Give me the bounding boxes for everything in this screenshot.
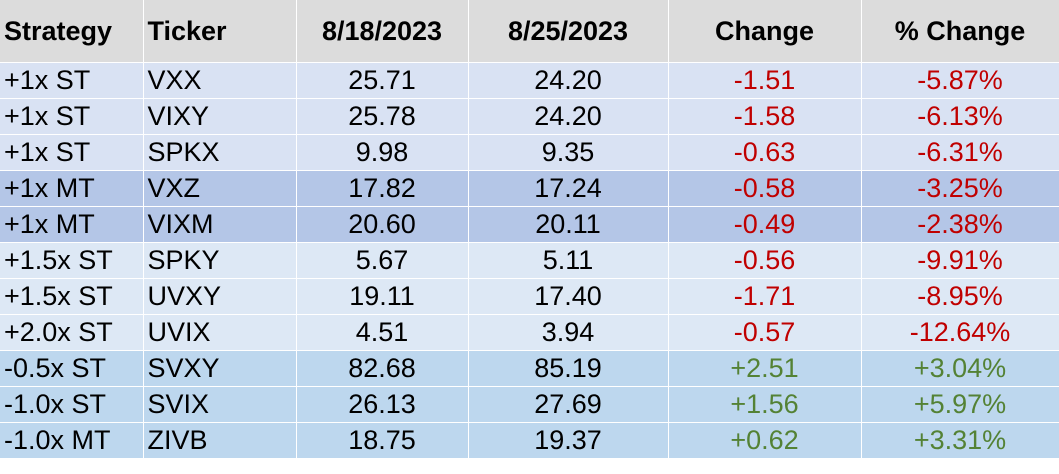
cell-ticker: VXX — [143, 62, 297, 99]
cell-price-date-2: 24.20 — [468, 62, 669, 99]
table-row: +1x MT VIXM 20.60 20.11 -0.49 -2.38% — [0, 206, 1059, 243]
table-row: +1.5x ST UVXY 19.11 17.40 -1.71 -8.95% — [0, 278, 1059, 315]
header-ticker: Ticker — [143, 0, 297, 63]
cell-strategy: +1x ST — [0, 98, 144, 135]
table-row: -0.5x ST SVXY 82.68 85.19 +2.51 +3.04% — [0, 350, 1059, 387]
cell-price-date-1: 9.98 — [296, 134, 469, 171]
header-pct-change: % Change — [861, 0, 1059, 63]
cell-change: -0.58 — [668, 170, 862, 207]
cell-price-date-2: 3.94 — [468, 314, 669, 351]
cell-pct-change: +3.04% — [861, 350, 1059, 387]
vix-etp-performance-table: Strategy Ticker 8/18/2023 8/25/2023 Chan… — [0, 0, 1059, 459]
cell-price-date-2: 24.20 — [468, 98, 669, 135]
cell-change: -1.51 — [668, 62, 862, 99]
cell-ticker: VIXY — [143, 98, 297, 135]
cell-price-date-1: 25.78 — [296, 98, 469, 135]
cell-change: +1.56 — [668, 386, 862, 423]
cell-ticker: SPKX — [143, 134, 297, 171]
cell-price-date-1: 19.11 — [296, 278, 469, 315]
header-row: Strategy Ticker 8/18/2023 8/25/2023 Chan… — [0, 0, 1059, 63]
table-row: +1x ST VXX 25.71 24.20 -1.51 -5.87% — [0, 62, 1059, 99]
header-date-1: 8/18/2023 — [296, 0, 469, 63]
cell-strategy: +1x MT — [0, 170, 144, 207]
cell-change: -0.49 — [668, 206, 862, 243]
cell-ticker: UVIX — [143, 314, 297, 351]
cell-pct-change: -6.13% — [861, 98, 1059, 135]
cell-price-date-1: 25.71 — [296, 62, 469, 99]
cell-change: -1.58 — [668, 98, 862, 135]
cell-strategy: +1x MT — [0, 206, 144, 243]
cell-strategy: +1x ST — [0, 134, 144, 171]
cell-price-date-1: 17.82 — [296, 170, 469, 207]
cell-strategy: -1.0x MT — [0, 422, 144, 459]
header-date-2: 8/25/2023 — [468, 0, 669, 63]
cell-strategy: -1.0x ST — [0, 386, 144, 423]
cell-price-date-2: 20.11 — [468, 206, 669, 243]
cell-strategy: +1x ST — [0, 62, 144, 99]
cell-ticker: SVIX — [143, 386, 297, 423]
header-change: Change — [668, 0, 862, 63]
cell-change: -0.63 — [668, 134, 862, 171]
cell-price-date-2: 5.11 — [468, 242, 669, 279]
cell-change: -0.56 — [668, 242, 862, 279]
cell-ticker: UVXY — [143, 278, 297, 315]
header-strategy: Strategy — [0, 0, 144, 63]
cell-change: +2.51 — [668, 350, 862, 387]
cell-strategy: +1.5x ST — [0, 242, 144, 279]
cell-price-date-1: 4.51 — [296, 314, 469, 351]
cell-price-date-2: 27.69 — [468, 386, 669, 423]
cell-ticker: VIXM — [143, 206, 297, 243]
cell-price-date-2: 17.24 — [468, 170, 669, 207]
cell-price-date-1: 20.60 — [296, 206, 469, 243]
table-row: +2.0x ST UVIX 4.51 3.94 -0.57 -12.64% — [0, 314, 1059, 351]
cell-pct-change: -12.64% — [861, 314, 1059, 351]
cell-change: +0.62 — [668, 422, 862, 459]
table-row: +1x ST VIXY 25.78 24.20 -1.58 -6.13% — [0, 98, 1059, 135]
cell-price-date-2: 17.40 — [468, 278, 669, 315]
cell-ticker: SPKY — [143, 242, 297, 279]
cell-pct-change: -3.25% — [861, 170, 1059, 207]
table-row: +1.5x ST SPKY 5.67 5.11 -0.56 -9.91% — [0, 242, 1059, 279]
cell-price-date-1: 26.13 — [296, 386, 469, 423]
cell-price-date-2: 9.35 — [468, 134, 669, 171]
cell-strategy: -0.5x ST — [0, 350, 144, 387]
cell-pct-change: -9.91% — [861, 242, 1059, 279]
table-row: -1.0x MT ZIVB 18.75 19.37 +0.62 +3.31% — [0, 422, 1059, 459]
table-row: -1.0x ST SVIX 26.13 27.69 +1.56 +5.97% — [0, 386, 1059, 423]
cell-strategy: +2.0x ST — [0, 314, 144, 351]
cell-price-date-2: 19.37 — [468, 422, 669, 459]
table-row: +1x MT VXZ 17.82 17.24 -0.58 -3.25% — [0, 170, 1059, 207]
cell-pct-change: +5.97% — [861, 386, 1059, 423]
cell-ticker: SVXY — [143, 350, 297, 387]
cell-pct-change: -2.38% — [861, 206, 1059, 243]
cell-pct-change: +3.31% — [861, 422, 1059, 459]
cell-change: -1.71 — [668, 278, 862, 315]
cell-ticker: ZIVB — [143, 422, 297, 459]
cell-price-date-1: 18.75 — [296, 422, 469, 459]
cell-price-date-1: 82.68 — [296, 350, 469, 387]
cell-price-date-1: 5.67 — [296, 242, 469, 279]
cell-strategy: +1.5x ST — [0, 278, 144, 315]
cell-change: -0.57 — [668, 314, 862, 351]
cell-pct-change: -8.95% — [861, 278, 1059, 315]
cell-ticker: VXZ — [143, 170, 297, 207]
table-row: +1x ST SPKX 9.98 9.35 -0.63 -6.31% — [0, 134, 1059, 171]
cell-price-date-2: 85.19 — [468, 350, 669, 387]
cell-pct-change: -5.87% — [861, 62, 1059, 99]
cell-pct-change: -6.31% — [861, 134, 1059, 171]
